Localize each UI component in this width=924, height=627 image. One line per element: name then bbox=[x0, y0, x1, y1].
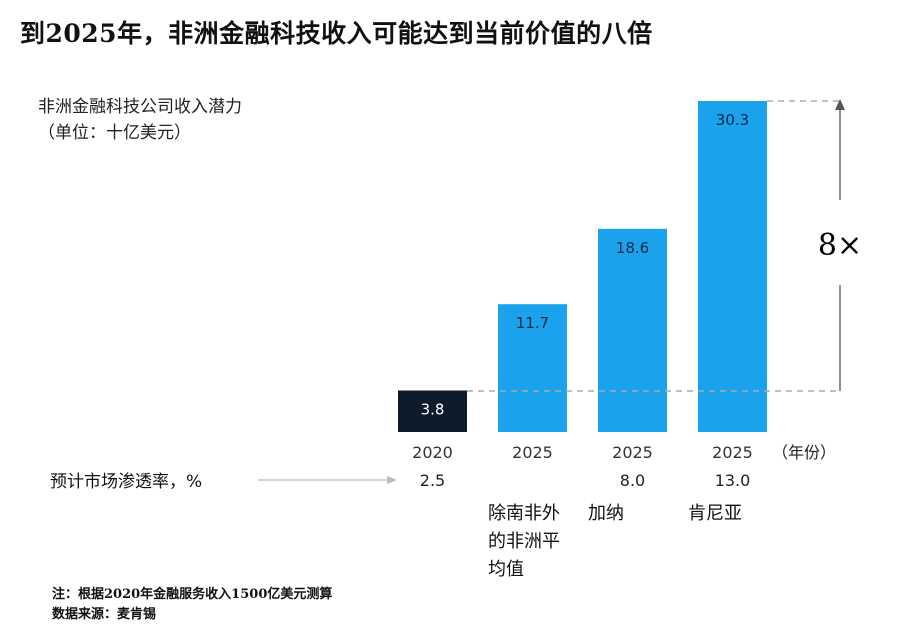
penetration-value: 8.0 bbox=[620, 471, 645, 490]
bar-1 bbox=[498, 304, 567, 432]
arrow-head bbox=[835, 99, 845, 110]
penetration-value: 2.5 bbox=[420, 471, 445, 490]
y-axis-label: 非洲金融科技公司收入潜力 bbox=[38, 97, 242, 117]
region-label: 加纳 bbox=[588, 500, 624, 528]
footnote: 注：根据2020年金融服务收入1500亿美元测算 bbox=[52, 587, 333, 602]
chart-title: 到2025年，非洲金融科技收入可能达到当前价值的八倍 bbox=[20, 19, 653, 48]
penetration-label: 预计市场渗透率，% bbox=[50, 472, 203, 492]
x-tick-label: 2025 bbox=[512, 443, 553, 462]
bar-value-label: 3.8 bbox=[421, 400, 445, 418]
multiplier-label: 8× bbox=[818, 228, 862, 263]
region-label-line: 的非洲平 bbox=[488, 531, 560, 552]
bar-2 bbox=[598, 228, 667, 432]
x-axis-unit-label: （年份） bbox=[772, 443, 836, 462]
bar-3 bbox=[698, 101, 767, 432]
y-axis-unit: （单位：十亿美元） bbox=[38, 123, 191, 143]
bar-value-label: 30.3 bbox=[716, 111, 749, 129]
bar-value-label: 18.6 bbox=[616, 239, 649, 257]
x-tick-label: 2025 bbox=[612, 443, 653, 462]
x-tick-label: 2025 bbox=[712, 443, 753, 462]
region-label-line: 加纳 bbox=[588, 503, 624, 524]
x-tick-label: 2020 bbox=[412, 443, 453, 462]
region-label-line: 除南非外 bbox=[488, 503, 560, 524]
penetration-arrow-head bbox=[387, 476, 397, 484]
region-label-line: 均值 bbox=[488, 559, 524, 580]
region-label: 除南非外的非洲平均值 bbox=[488, 500, 560, 584]
region-label: 肯尼亚 bbox=[688, 500, 742, 528]
bar-0 bbox=[398, 390, 467, 432]
source-note: 数据来源：麦肯锡 bbox=[52, 607, 157, 622]
bar-value-label: 11.7 bbox=[516, 314, 549, 332]
region-label-line: 肯尼亚 bbox=[688, 503, 742, 524]
penetration-value: 13.0 bbox=[715, 471, 751, 490]
